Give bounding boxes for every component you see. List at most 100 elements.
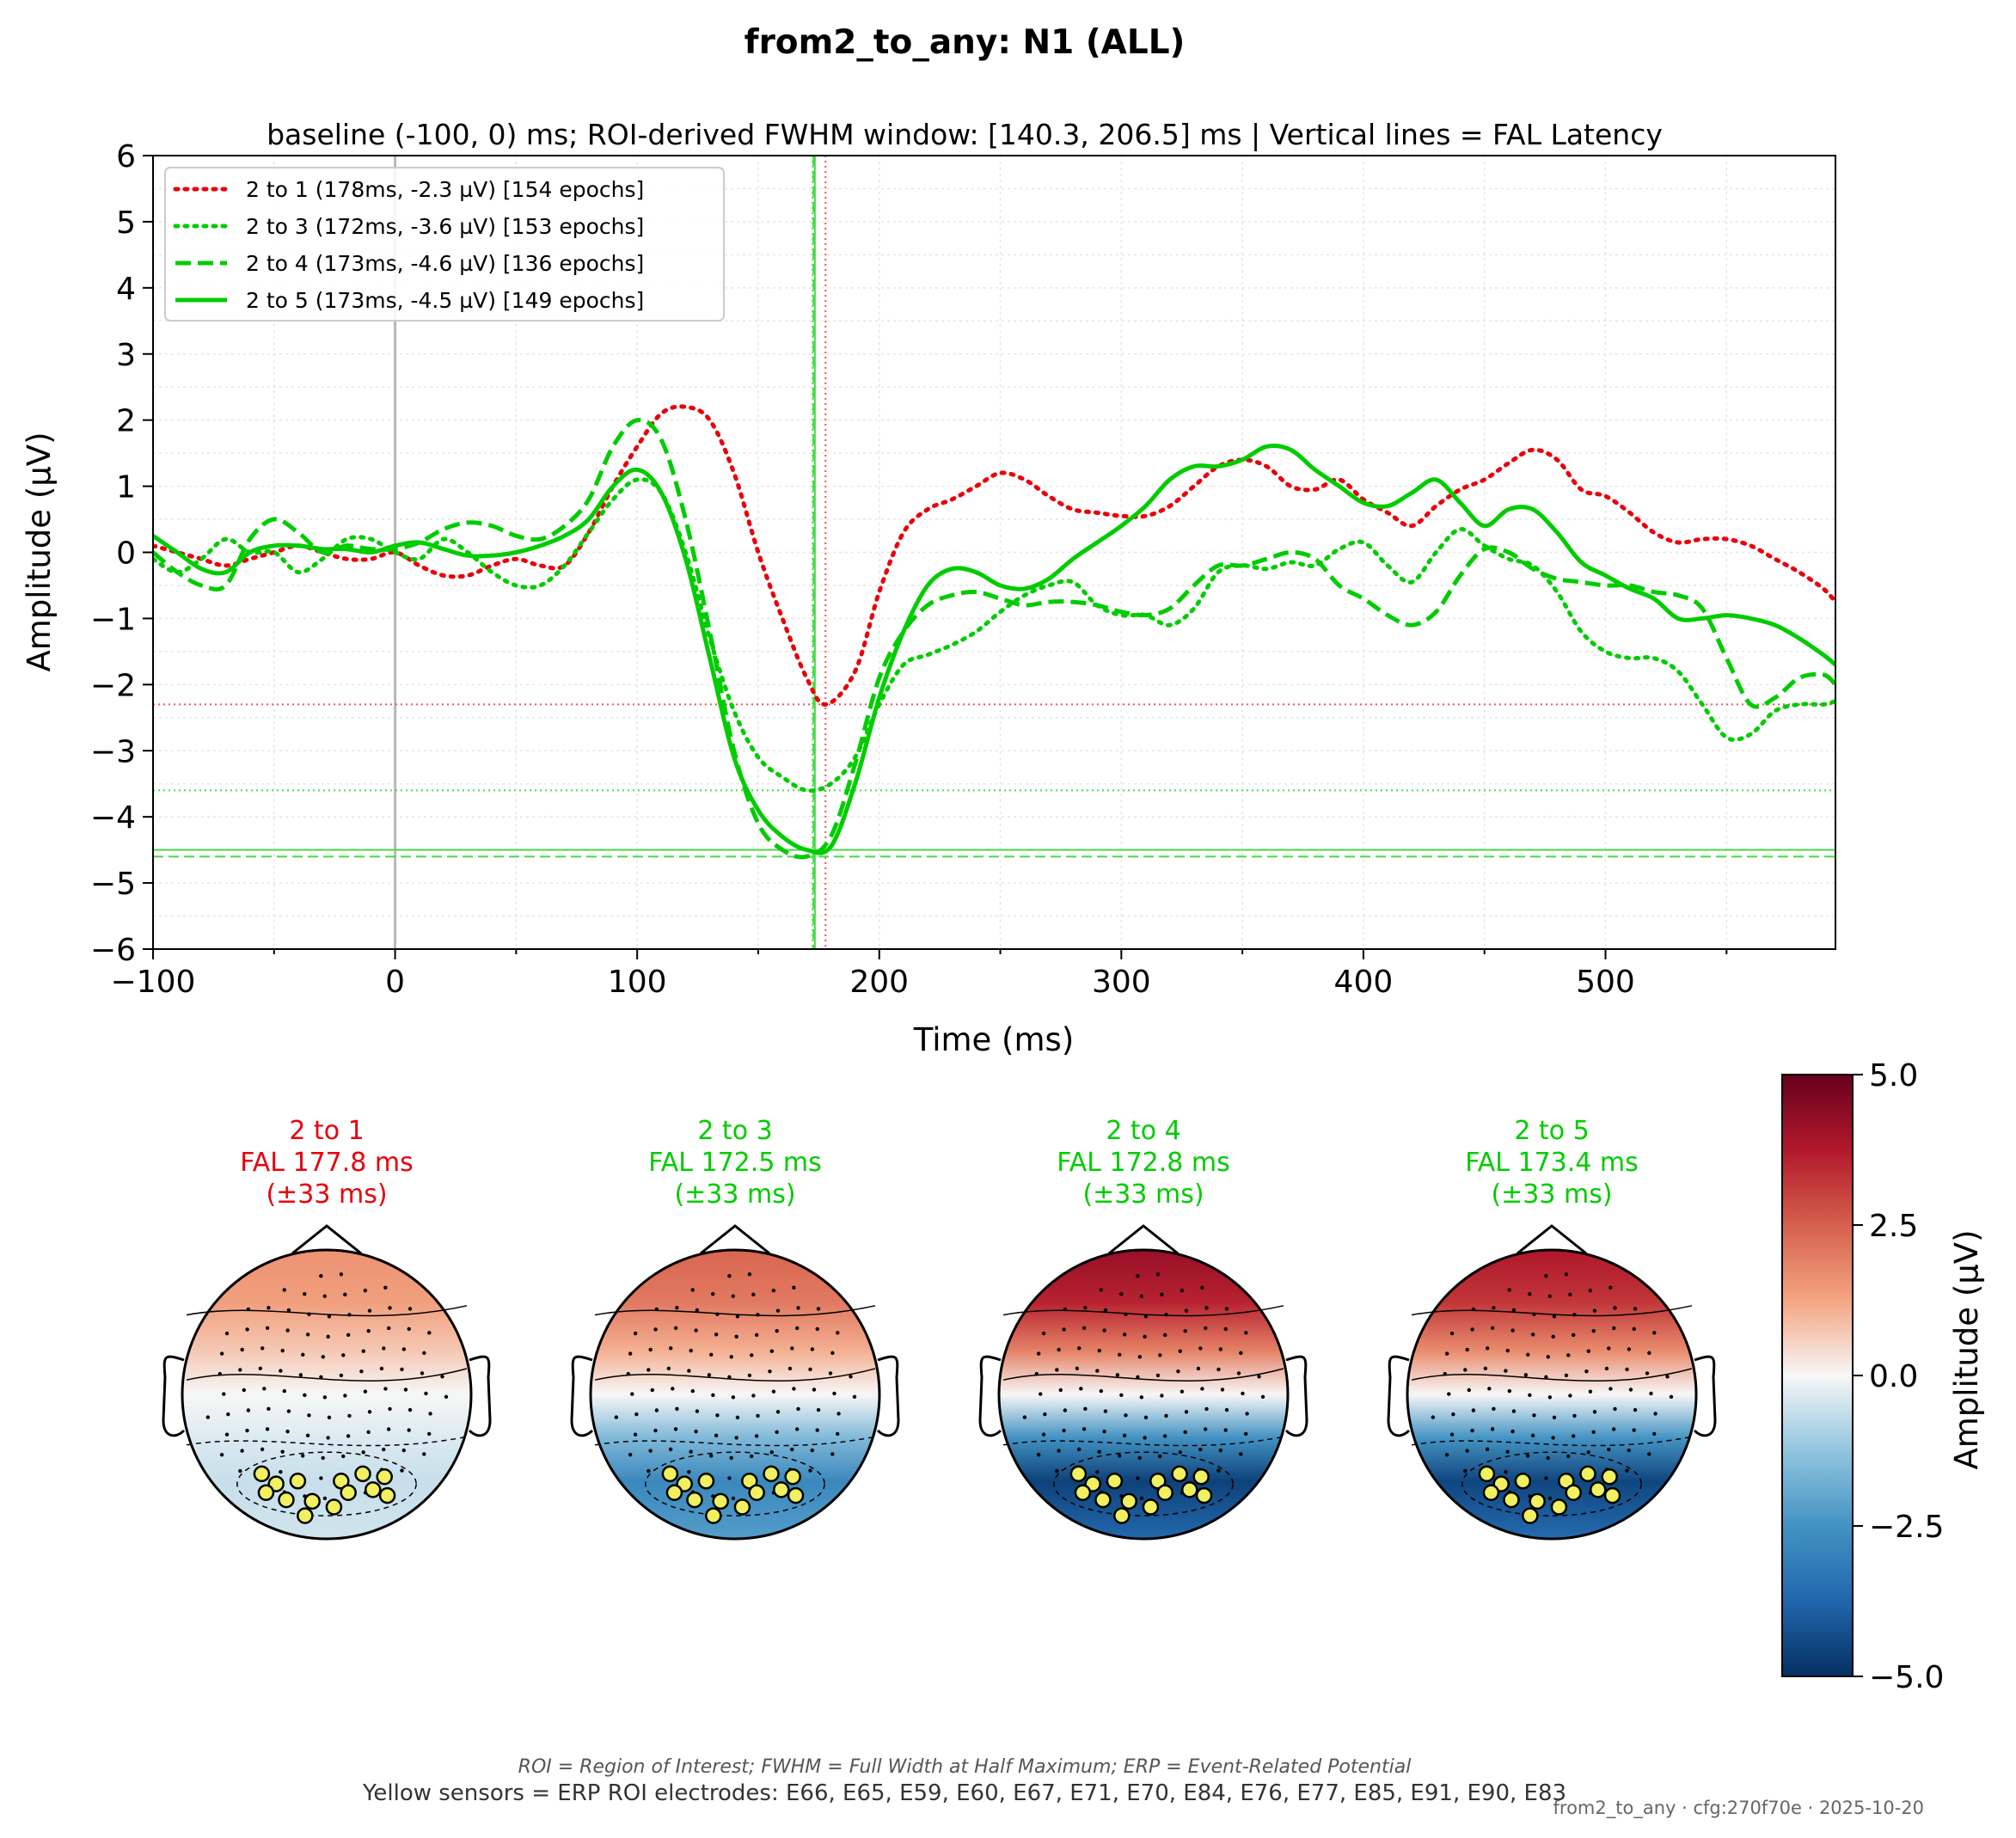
roi-sensor bbox=[784, 1468, 801, 1486]
sensor-dot bbox=[1245, 1412, 1249, 1416]
sensor-dot bbox=[775, 1410, 781, 1414]
sensor-dot bbox=[849, 1375, 853, 1379]
sensor-dot bbox=[1082, 1427, 1087, 1431]
sensor-dot bbox=[715, 1413, 720, 1418]
sensor-dot bbox=[756, 1313, 760, 1317]
roi-sensor bbox=[1603, 1486, 1621, 1504]
sensor-dot bbox=[734, 1334, 738, 1339]
sensor-dot bbox=[1504, 1469, 1508, 1474]
x-tick-label: 200 bbox=[849, 965, 909, 1000]
sensor-dot bbox=[1483, 1366, 1488, 1371]
sensor-dot bbox=[246, 1408, 251, 1412]
sensor-dot bbox=[341, 1353, 346, 1357]
sensor-dot bbox=[305, 1333, 310, 1337]
sensor-dot bbox=[226, 1412, 230, 1417]
contour-line bbox=[594, 1305, 876, 1317]
sensor-dot bbox=[407, 1326, 411, 1332]
roi-sensor bbox=[1106, 1473, 1124, 1490]
sensor-dot bbox=[382, 1346, 386, 1351]
legend-entry: 2 to 3 (172ms, -3.6 µV) [153 epochs] bbox=[246, 214, 644, 239]
sensor-dot bbox=[286, 1409, 291, 1413]
sensor-dot bbox=[1063, 1307, 1068, 1312]
colorbar-gradient bbox=[1781, 1074, 1854, 1677]
sensor-dot bbox=[1485, 1447, 1490, 1452]
sensor-dot bbox=[1463, 1468, 1468, 1473]
sensor-dot bbox=[303, 1292, 307, 1296]
sensor-dot bbox=[668, 1447, 673, 1452]
sensor-dot bbox=[1449, 1331, 1455, 1336]
sensor-dot bbox=[1652, 1331, 1657, 1335]
sensor-dot bbox=[1162, 1333, 1167, 1338]
sensor-dot bbox=[1244, 1331, 1248, 1335]
roi-sensor bbox=[1478, 1465, 1496, 1483]
legend-entry: 2 to 5 (173ms, -4.5 µV) [149 epochs] bbox=[246, 288, 644, 313]
contour-line bbox=[645, 1451, 825, 1516]
sensor-dot bbox=[1139, 1294, 1143, 1298]
sensor-dot bbox=[790, 1447, 794, 1452]
sensor-dot bbox=[1547, 1395, 1553, 1400]
sensor-dot bbox=[1467, 1388, 1471, 1393]
roi-sensor bbox=[378, 1486, 396, 1504]
sensor-dot bbox=[775, 1308, 781, 1313]
roi-sensor bbox=[705, 1507, 722, 1524]
sensor-dot bbox=[1164, 1313, 1168, 1317]
sensor-dot bbox=[675, 1306, 679, 1310]
sensor-dot bbox=[1204, 1306, 1209, 1310]
nose-outline bbox=[291, 1224, 362, 1255]
roi-sensor bbox=[257, 1484, 275, 1501]
roi-sensor bbox=[1590, 1481, 1607, 1498]
sensor-dot bbox=[654, 1408, 659, 1412]
sensor-dot bbox=[1257, 1375, 1261, 1379]
sensor-dot bbox=[646, 1468, 651, 1473]
sensor-dot bbox=[1196, 1366, 1201, 1371]
sensor-dot bbox=[727, 1476, 732, 1480]
sensor-dot bbox=[1224, 1307, 1229, 1311]
sensor-dot bbox=[673, 1326, 678, 1330]
roi-sensor bbox=[665, 1484, 683, 1501]
topomap-title: 2 to 5 bbox=[1514, 1116, 1589, 1146]
sensor-dot bbox=[379, 1366, 384, 1371]
sensor-dot bbox=[1143, 1314, 1149, 1319]
right-ear-outline bbox=[468, 1355, 492, 1437]
sensor-dot bbox=[1034, 1371, 1039, 1376]
sensor-dot bbox=[687, 1469, 691, 1474]
topomap-title: FAL 173.4 ms bbox=[1465, 1148, 1639, 1178]
sensor-dot bbox=[1627, 1448, 1631, 1453]
sensor-dot bbox=[1547, 1496, 1553, 1501]
sensor-dot bbox=[675, 1406, 679, 1412]
sensor-dot bbox=[1628, 1388, 1633, 1392]
sensor-dot bbox=[832, 1391, 836, 1396]
roi-sensor bbox=[1503, 1491, 1520, 1509]
contour-line bbox=[1002, 1436, 1284, 1447]
sensor-dot bbox=[1592, 1410, 1597, 1414]
topomap-title: (±33 ms) bbox=[674, 1179, 795, 1210]
sensor-dot bbox=[1584, 1369, 1589, 1374]
sensor-dot bbox=[303, 1393, 307, 1398]
sensor-dot bbox=[1470, 1428, 1474, 1433]
sensor-dot bbox=[714, 1333, 719, 1337]
sensor-dot bbox=[1552, 1314, 1557, 1319]
sensor-dot bbox=[1178, 1450, 1182, 1455]
roi-sensor bbox=[1522, 1507, 1539, 1524]
sensor-dot bbox=[1486, 1346, 1490, 1351]
y-tick-label: 2 bbox=[116, 404, 136, 439]
sensor-dot bbox=[707, 1373, 712, 1377]
sensor-dot bbox=[1607, 1346, 1611, 1351]
sensor-dot bbox=[1057, 1449, 1061, 1453]
roi-sensor bbox=[1550, 1498, 1568, 1516]
sensor-dot bbox=[1158, 1454, 1162, 1459]
sensor-dot bbox=[1180, 1389, 1185, 1394]
roi-sensor bbox=[1171, 1465, 1188, 1483]
y-tick-label: 4 bbox=[116, 272, 136, 307]
sensor-dot bbox=[1180, 1288, 1185, 1293]
nose-outline bbox=[700, 1224, 770, 1255]
sensor-dot bbox=[731, 1496, 736, 1501]
sensor-dot bbox=[245, 1327, 249, 1332]
colorbar-tick-label: 5.0 bbox=[1869, 1058, 1918, 1094]
sensor-dot bbox=[708, 1454, 714, 1458]
sensor-dot bbox=[1097, 1348, 1101, 1353]
erp-series bbox=[153, 404, 1835, 860]
